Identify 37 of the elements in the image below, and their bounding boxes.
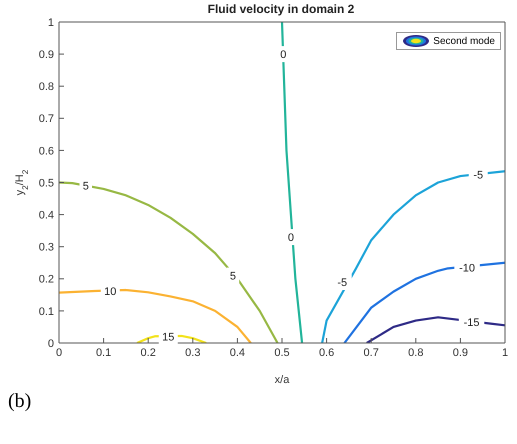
y-tick-label: 0.8 (38, 81, 54, 94)
y-tick-label: 1 (48, 16, 54, 29)
y-tick-label: 0.3 (38, 242, 54, 254)
x-tick-label: 0.7 (364, 346, 379, 359)
y-tick-label: 0 (48, 338, 54, 350)
y-tick-label: 0.1 (38, 306, 54, 318)
annotation: -10 (459, 262, 476, 275)
annotation: -15 (464, 317, 480, 330)
x-tick-label: 0 (56, 346, 62, 359)
x-tick-label: 0.5 (274, 346, 290, 359)
x-tick-label: 1 (502, 346, 508, 359)
x-tick-label: 0.6 (318, 346, 334, 359)
x-tick-label: 0.3 (185, 346, 200, 359)
y-tick-label: 0.7 (38, 113, 54, 126)
legend-box: Second mode (396, 32, 501, 50)
legend-title: Second mode (433, 36, 495, 46)
x-tick-label: 0.4 (230, 346, 246, 359)
y-tick-label: 0.6 (38, 145, 54, 158)
x-tick-label: 0.2 (140, 346, 156, 359)
y-tick-label: 0.4 (38, 210, 54, 222)
annotation: 10 (104, 286, 116, 298)
x-axis-title: x/a (274, 374, 290, 386)
annotation: -5 (337, 277, 348, 290)
annotation: 15 (162, 332, 174, 344)
annotation: 0 (288, 232, 294, 244)
text: (b) (8, 390, 32, 413)
chart-title: Fluid velocity in domain 2 (206, 2, 356, 16)
y-tick-label: 0.2 (38, 274, 54, 286)
x-tick-label: 0.8 (408, 346, 424, 359)
annotation: 5 (230, 270, 236, 283)
annotation: -5 (473, 169, 484, 182)
y-tick-label: 0.5 (38, 177, 54, 190)
x-tick-label: 0.1 (96, 346, 112, 359)
x-tick-label: 0.9 (452, 346, 468, 359)
y-tick-label: 0.9 (38, 49, 54, 62)
annotation: 5 (82, 180, 89, 193)
annotation: 0 (280, 49, 286, 62)
